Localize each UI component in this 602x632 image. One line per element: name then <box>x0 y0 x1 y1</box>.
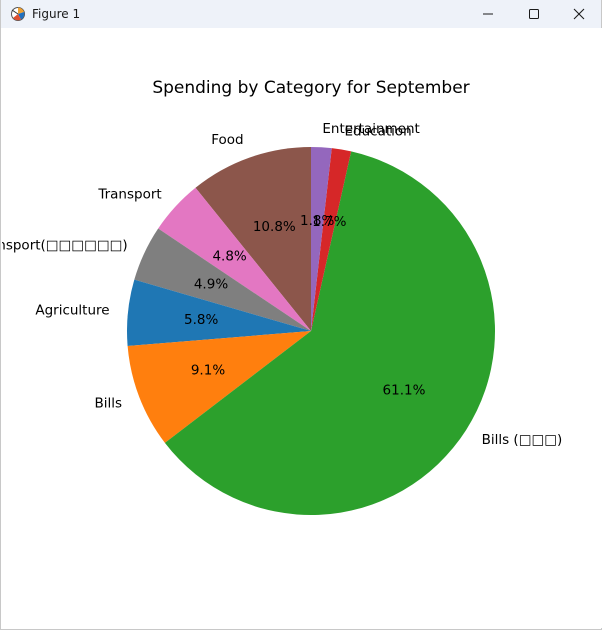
close-button[interactable] <box>556 0 602 28</box>
slice-percent-bills-4: 9.1% <box>191 363 225 379</box>
slice-label-entertainment-7: Entertainment <box>322 121 419 137</box>
slice-label-agriculture-3: Agriculture <box>35 303 109 319</box>
pie-slice-entertainment-7 <box>311 147 332 331</box>
slice-label-education-6: Education <box>345 123 412 139</box>
slice-percent-transport-2: 4.9% <box>194 276 228 292</box>
pie-slices <box>126 147 496 515</box>
pie-slice-transport-2 <box>134 228 311 331</box>
title-bar[interactable]: Figure 1 <box>1 0 601 28</box>
slice-label-food-0: Food <box>211 132 243 148</box>
maximize-icon <box>529 9 539 19</box>
minimize-icon <box>483 13 493 15</box>
pie-slice-agriculture-3 <box>126 279 311 347</box>
pie-labels: Food 10.8% Transport 4.8% Transport(□□□□□□) 4… <box>0 121 563 448</box>
pie-slice-transport-1 <box>158 187 311 331</box>
pie-chart: Spending by Category for September Food 1… <box>0 78 563 515</box>
slice-percent-agriculture-3: 5.8% <box>184 312 218 328</box>
minimize-button[interactable] <box>465 0 511 28</box>
slice-percent-bills-5: 61.1% <box>383 382 426 398</box>
figure-canvas: Spending by Category for September Food 1… <box>0 28 602 628</box>
slice-percent-education-6: 1.7% <box>312 214 346 230</box>
slice-percent-food-0: 10.8% <box>253 219 296 235</box>
pie-slice-food-0 <box>195 147 311 331</box>
chart-title: Spending by Category for September <box>152 78 469 98</box>
slice-percent-entertainment-7: 1.8% <box>300 213 334 229</box>
slice-label-transport-2: Transport(□□□□□□) <box>2 237 128 253</box>
slice-percent-transport-1: 4.8% <box>212 248 246 264</box>
matplotlib-app-icon <box>11 7 25 21</box>
window-title: Figure 1 <box>32 7 81 21</box>
slice-label-bills-4: Bills <box>95 396 123 412</box>
maximize-button[interactable] <box>511 0 557 28</box>
pie-slice-education-6 <box>311 148 352 331</box>
slice-label-transport-1: Transport <box>97 186 161 202</box>
pie-slice-bills-4 <box>127 331 311 443</box>
slice-label-bills-5: Bills (□□□) <box>482 432 563 448</box>
pie-slice-bills-5 <box>164 151 496 515</box>
close-icon <box>573 8 585 20</box>
